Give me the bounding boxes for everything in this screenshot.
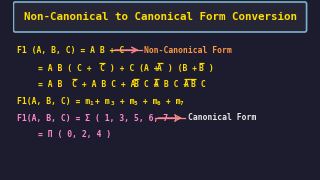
Text: 6: 6 (156, 101, 160, 106)
Text: 1: 1 (90, 101, 93, 106)
Text: C: C (196, 80, 206, 89)
Text: 7: 7 (179, 101, 183, 106)
Text: C: C (71, 80, 76, 89)
Text: A: A (154, 80, 158, 89)
Text: F1 (A, B, C) = A B + C: F1 (A, B, C) = A B + C (17, 46, 124, 55)
Text: B: B (133, 80, 138, 89)
Text: = A B ( C +: = A B ( C + (38, 64, 97, 73)
Text: F1(A, B, C) = Σ ( 1, 3, 5, 6, 7 ): F1(A, B, C) = Σ ( 1, 3, 5, 6, 7 ) (17, 114, 178, 123)
Text: C: C (99, 64, 104, 73)
Text: B C +: B C + (159, 80, 193, 89)
Text: + m: + m (161, 96, 180, 105)
Text: = Π ( 0, 2, 4 ): = Π ( 0, 2, 4 ) (38, 129, 111, 138)
Text: + m: + m (94, 96, 109, 105)
Text: ): ) (204, 64, 214, 73)
Text: + m: + m (138, 96, 157, 105)
Text: ) (B +: ) (B + (163, 64, 202, 73)
Text: Non-Canonical Form: Non-Canonical Form (144, 46, 232, 55)
Text: F1(A, B, C) = m: F1(A, B, C) = m (17, 96, 90, 105)
Text: B: B (190, 80, 195, 89)
Text: A: A (157, 64, 162, 73)
Text: B: B (199, 64, 204, 73)
Text: Canonical Form: Canonical Form (188, 114, 256, 123)
Text: + m: + m (115, 96, 134, 105)
Text: + A B C + A: + A B C + A (77, 80, 140, 89)
Text: 5: 5 (133, 101, 137, 106)
FancyBboxPatch shape (13, 2, 307, 32)
Text: Non-Canonical to Canonical Form Conversion: Non-Canonical to Canonical Form Conversi… (23, 12, 297, 22)
Text: 3: 3 (110, 101, 114, 106)
Text: C +: C + (139, 80, 163, 89)
Text: = A B: = A B (38, 80, 68, 89)
Text: A: A (184, 80, 189, 89)
Text: ) + C (A +: ) + C (A + (105, 64, 163, 73)
